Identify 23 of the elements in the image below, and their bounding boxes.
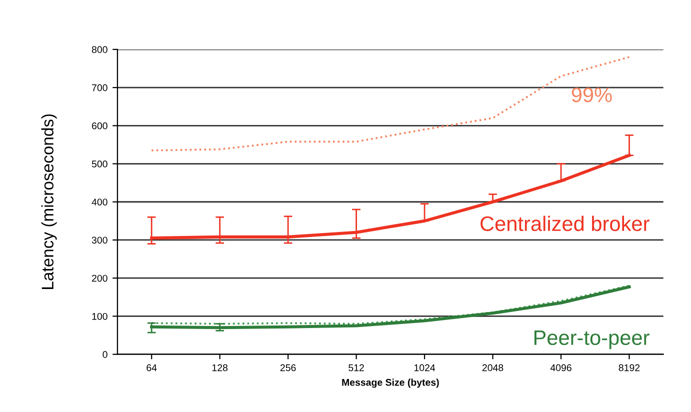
y-tick-label: 400 <box>92 198 108 206</box>
x-tick-label: 1024 <box>414 364 436 372</box>
x-axis-title: Message Size (bytes) <box>342 378 439 388</box>
x-tick-label: 64 <box>146 364 157 372</box>
y-tick-label: 100 <box>92 312 108 320</box>
x-tick-label: 256 <box>280 364 296 372</box>
y-tick-label: 200 <box>92 274 108 282</box>
series-label: 99% <box>572 88 612 102</box>
y-tick-label: 600 <box>92 122 108 130</box>
y-tick-label: 300 <box>92 236 108 244</box>
series-label: Peer-to-peer <box>534 330 650 350</box>
x-tick-label: 512 <box>348 364 364 372</box>
y-tick-label: 800 <box>92 46 108 54</box>
y-tick-label: 500 <box>92 160 108 168</box>
x-tick-label: 8192 <box>618 364 640 372</box>
line-series <box>150 56 630 152</box>
y-axis-title: Latency (microseconds) <box>41 114 57 289</box>
x-tick-label: 4096 <box>550 364 572 372</box>
y-tick-label: 0 <box>102 351 108 358</box>
x-tick-label: 128 <box>212 364 228 372</box>
series-label: Centralized broker <box>480 216 650 232</box>
y-tick-label: 700 <box>92 84 108 92</box>
x-tick-label: 2048 <box>482 364 504 372</box>
